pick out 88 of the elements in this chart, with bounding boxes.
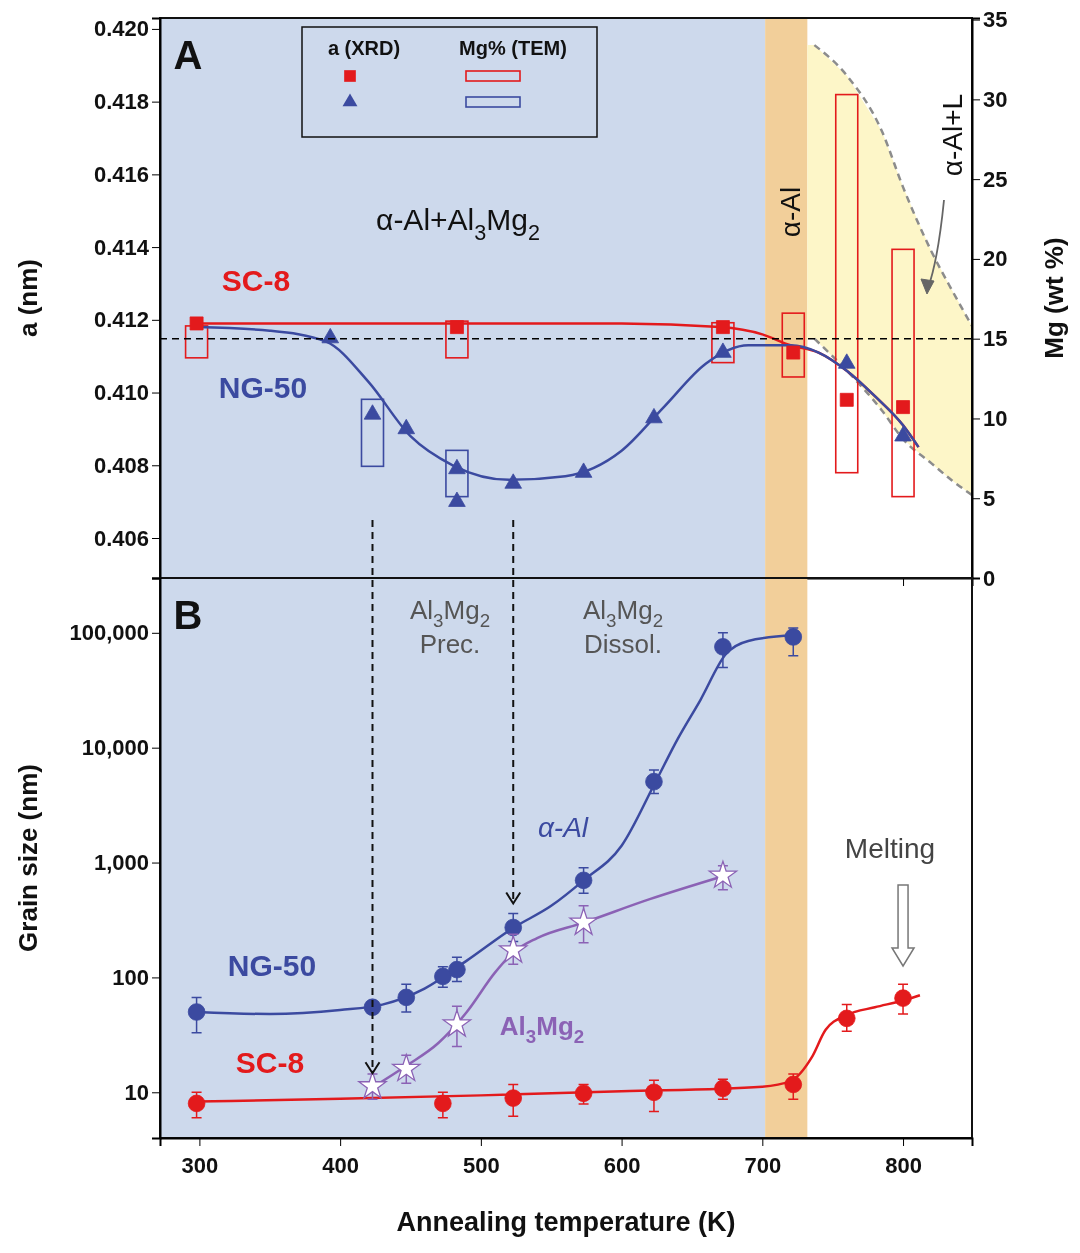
y2-tick-label: 25 <box>983 166 1008 192</box>
y-tick-label: 0.408 <box>93 452 149 478</box>
series-label: SC-8 <box>221 263 291 297</box>
chart-title: B <box>173 592 203 637</box>
x-tick-label: 700 <box>744 1153 782 1179</box>
point <box>442 1009 472 1037</box>
annotation: α-Al <box>537 812 589 844</box>
series-label: NG-50 <box>218 370 308 404</box>
point <box>645 772 663 791</box>
point <box>397 988 416 1007</box>
x-tick-label: 300 <box>181 1153 219 1179</box>
y-tick-label: 0.414 <box>93 234 150 260</box>
annotation: a (XRD) <box>327 37 401 60</box>
point <box>894 989 912 1007</box>
point <box>392 1053 421 1082</box>
point <box>574 871 593 890</box>
point <box>574 462 593 478</box>
point <box>187 1094 206 1113</box>
bar <box>891 248 915 498</box>
x-tick-label: 400 <box>322 1153 359 1179</box>
point <box>448 960 466 979</box>
y-tick-label: 0.412 <box>93 307 149 333</box>
y-tick-label: 100,000 <box>69 620 149 646</box>
point <box>784 628 803 646</box>
y-tick-label: 0.418 <box>93 89 149 115</box>
point <box>187 1003 206 1021</box>
y-tick-label: 1,000 <box>93 850 149 876</box>
annotation: Melting <box>844 833 936 865</box>
point <box>450 320 464 335</box>
point <box>363 998 382 1016</box>
chart-title: A <box>173 32 203 77</box>
y-axis-title: Grain size (nm) <box>12 764 43 952</box>
bar <box>360 398 385 468</box>
y2-tick-label: 5 <box>983 485 996 511</box>
annotation: Mg% (TEM) <box>459 37 567 60</box>
y2-tick-label: 15 <box>983 326 1008 352</box>
y2-tick-label: 35 <box>983 7 1008 33</box>
point <box>784 1075 803 1094</box>
point <box>715 320 730 335</box>
point <box>358 1071 387 1099</box>
point <box>645 407 663 424</box>
y-tick-label: 0.406 <box>93 525 149 551</box>
annotation: Al$_{3}$Mg$_{2}$ Prec. <box>409 594 491 659</box>
annotation: Al$_{3}$Mg$_{2}$ Dissol. <box>582 594 664 659</box>
y2-tick-label: 10 <box>983 406 1008 431</box>
point <box>189 316 204 331</box>
y-tick-label: 100 <box>112 964 149 990</box>
line-series <box>813 337 974 497</box>
x-axis-title: Annealing temperature (K) <box>396 1207 736 1238</box>
y2-tick-label: 30 <box>983 86 1008 112</box>
point <box>504 1089 522 1107</box>
y2-tick-label: 20 <box>983 246 1008 272</box>
y-axis-title: a (nm) <box>12 259 43 337</box>
y-tick-label: 10,000 <box>81 735 149 761</box>
point <box>838 353 856 369</box>
point <box>397 418 415 435</box>
y2-axis-title: Mg (wt %) <box>1038 237 1069 359</box>
x-tick-label: 600 <box>603 1153 641 1179</box>
point <box>839 392 854 407</box>
y-tick-label: 0.416 <box>93 161 149 187</box>
point <box>645 1083 663 1102</box>
band-label: α-Al+Al$_{3}$Mg$_{2}$ <box>376 202 540 246</box>
point <box>363 404 382 420</box>
point <box>786 345 801 360</box>
bar <box>834 93 859 474</box>
series-label: SC-8 <box>235 1045 305 1079</box>
point <box>837 1009 856 1028</box>
annotation: α-Al+L <box>937 93 969 177</box>
point <box>504 473 522 489</box>
series-label: NG-50 <box>227 948 317 982</box>
point <box>448 491 466 507</box>
x-tick-label: 500 <box>463 1153 500 1179</box>
y-tick-label: 0.420 <box>93 16 149 42</box>
point <box>894 426 912 442</box>
point <box>896 400 910 415</box>
line-series <box>813 43 974 328</box>
point <box>434 1094 452 1113</box>
y-tick-label: 10 <box>124 1079 149 1105</box>
series-label: Al$_{3}$Mg$_{2}$ <box>499 1010 585 1048</box>
point <box>569 907 598 935</box>
point <box>498 935 528 963</box>
point <box>714 638 732 656</box>
y2-tick-label: 0 <box>983 565 996 591</box>
point <box>708 860 738 888</box>
x-tick-label: 800 <box>885 1153 922 1179</box>
y-tick-label: 0.410 <box>93 380 149 406</box>
band-label: α-Al <box>775 186 807 238</box>
point <box>504 918 522 937</box>
